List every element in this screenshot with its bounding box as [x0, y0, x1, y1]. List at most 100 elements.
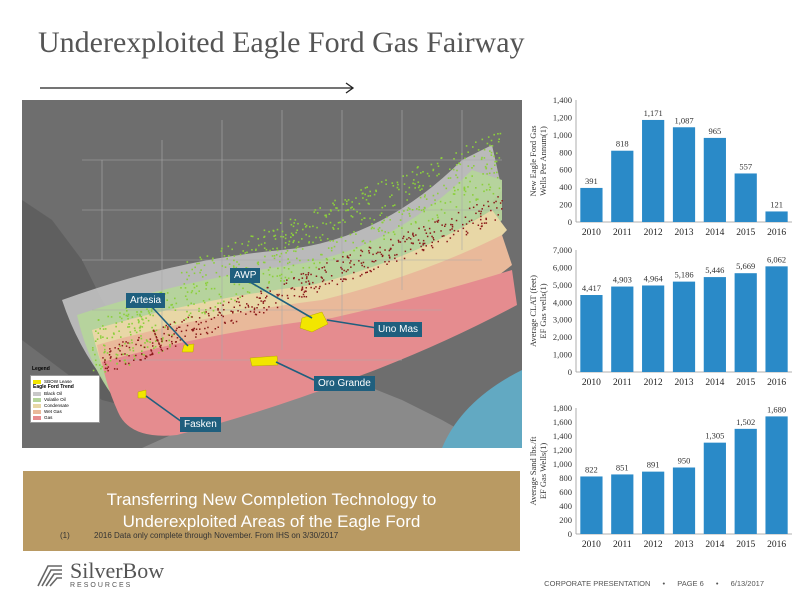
well-marker [268, 306, 270, 308]
well-marker [455, 219, 458, 222]
well-marker [356, 210, 358, 213]
well-marker [137, 319, 140, 321]
well-marker [451, 226, 454, 228]
well-marker [150, 310, 153, 312]
x-tick-label: 2014 [705, 540, 724, 550]
well-marker [174, 341, 177, 343]
well-marker [144, 342, 146, 344]
well-marker [341, 268, 343, 270]
well-marker [217, 326, 219, 328]
well-marker [352, 277, 354, 280]
well-marker [125, 307, 128, 309]
well-marker [362, 197, 364, 199]
well-marker [280, 235, 282, 238]
well-marker [362, 261, 365, 264]
well-marker [260, 292, 263, 295]
well-marker [490, 139, 493, 142]
well-marker [222, 304, 224, 306]
well-marker [142, 318, 144, 321]
well-marker [165, 340, 168, 342]
well-marker [138, 336, 140, 339]
well-marker [389, 248, 391, 251]
bar-value-label: 5,446 [705, 265, 724, 275]
well-marker [206, 332, 209, 335]
well-marker [113, 333, 115, 335]
well-marker [321, 234, 324, 236]
well-marker [321, 277, 323, 279]
well-marker [151, 352, 154, 354]
well-marker [480, 218, 482, 221]
well-marker [147, 319, 150, 322]
well-marker [292, 264, 295, 267]
well-marker [279, 255, 281, 258]
legend-swatch [33, 403, 41, 408]
well-marker [115, 325, 117, 328]
y-tick-label: 1,200 [553, 112, 572, 122]
well-marker [313, 262, 315, 265]
well-marker [420, 209, 423, 212]
well-marker [156, 339, 158, 341]
well-marker [254, 313, 257, 316]
well-marker [107, 366, 110, 368]
well-marker [213, 262, 215, 264]
well-marker [149, 354, 151, 356]
well-marker [483, 148, 486, 151]
well-marker [454, 189, 456, 192]
well-marker [109, 357, 112, 359]
well-marker [119, 350, 121, 352]
well-marker [92, 369, 95, 372]
well-marker [325, 214, 327, 216]
well-marker [497, 196, 499, 198]
y-tick-label: 0 [568, 217, 572, 227]
well-marker [489, 150, 491, 152]
well-marker [324, 214, 326, 217]
well-marker [402, 175, 404, 177]
banner-line-2: Underexploited Areas of the Eagle Ford [122, 512, 421, 531]
well-marker [122, 341, 124, 343]
well-marker [94, 359, 97, 362]
well-marker [95, 363, 98, 366]
well-marker [343, 269, 345, 272]
well-marker [185, 271, 188, 274]
well-marker [366, 271, 368, 273]
well-marker [385, 179, 387, 181]
well-marker [274, 238, 277, 240]
well-marker [328, 282, 330, 285]
bar-2013 [672, 281, 696, 372]
well-marker [136, 311, 138, 313]
well-marker [288, 243, 290, 246]
well-marker [263, 229, 266, 232]
well-marker [398, 241, 400, 243]
well-marker [437, 192, 439, 195]
legend-title: Legend [32, 366, 50, 372]
well-marker [124, 342, 126, 345]
well-marker [171, 334, 174, 336]
well-marker [321, 267, 323, 269]
well-marker [486, 142, 489, 145]
well-marker [202, 300, 205, 302]
well-marker [319, 285, 321, 288]
well-marker [481, 138, 484, 141]
well-marker [285, 252, 287, 254]
chart-average-clat: Average CLAT (feet)EF Gas wells(1) 0 1,000… [528, 244, 800, 392]
well-marker [199, 328, 201, 330]
bar-value-label: 965 [708, 126, 721, 136]
well-marker [208, 314, 210, 317]
x-tick-label: 2015 [736, 378, 755, 388]
well-marker [128, 362, 130, 365]
bar-2016 [765, 416, 788, 534]
well-marker [334, 199, 336, 202]
well-marker [247, 304, 249, 307]
well-marker [105, 364, 108, 366]
well-marker [355, 247, 358, 249]
bar-2014 [703, 277, 726, 372]
well-marker [302, 293, 305, 296]
well-marker [404, 250, 407, 253]
well-marker [269, 249, 271, 252]
well-marker [353, 271, 355, 274]
well-marker [103, 344, 105, 346]
well-marker [235, 293, 238, 295]
well-marker [457, 188, 459, 191]
well-marker [455, 206, 458, 208]
well-marker [455, 152, 457, 154]
